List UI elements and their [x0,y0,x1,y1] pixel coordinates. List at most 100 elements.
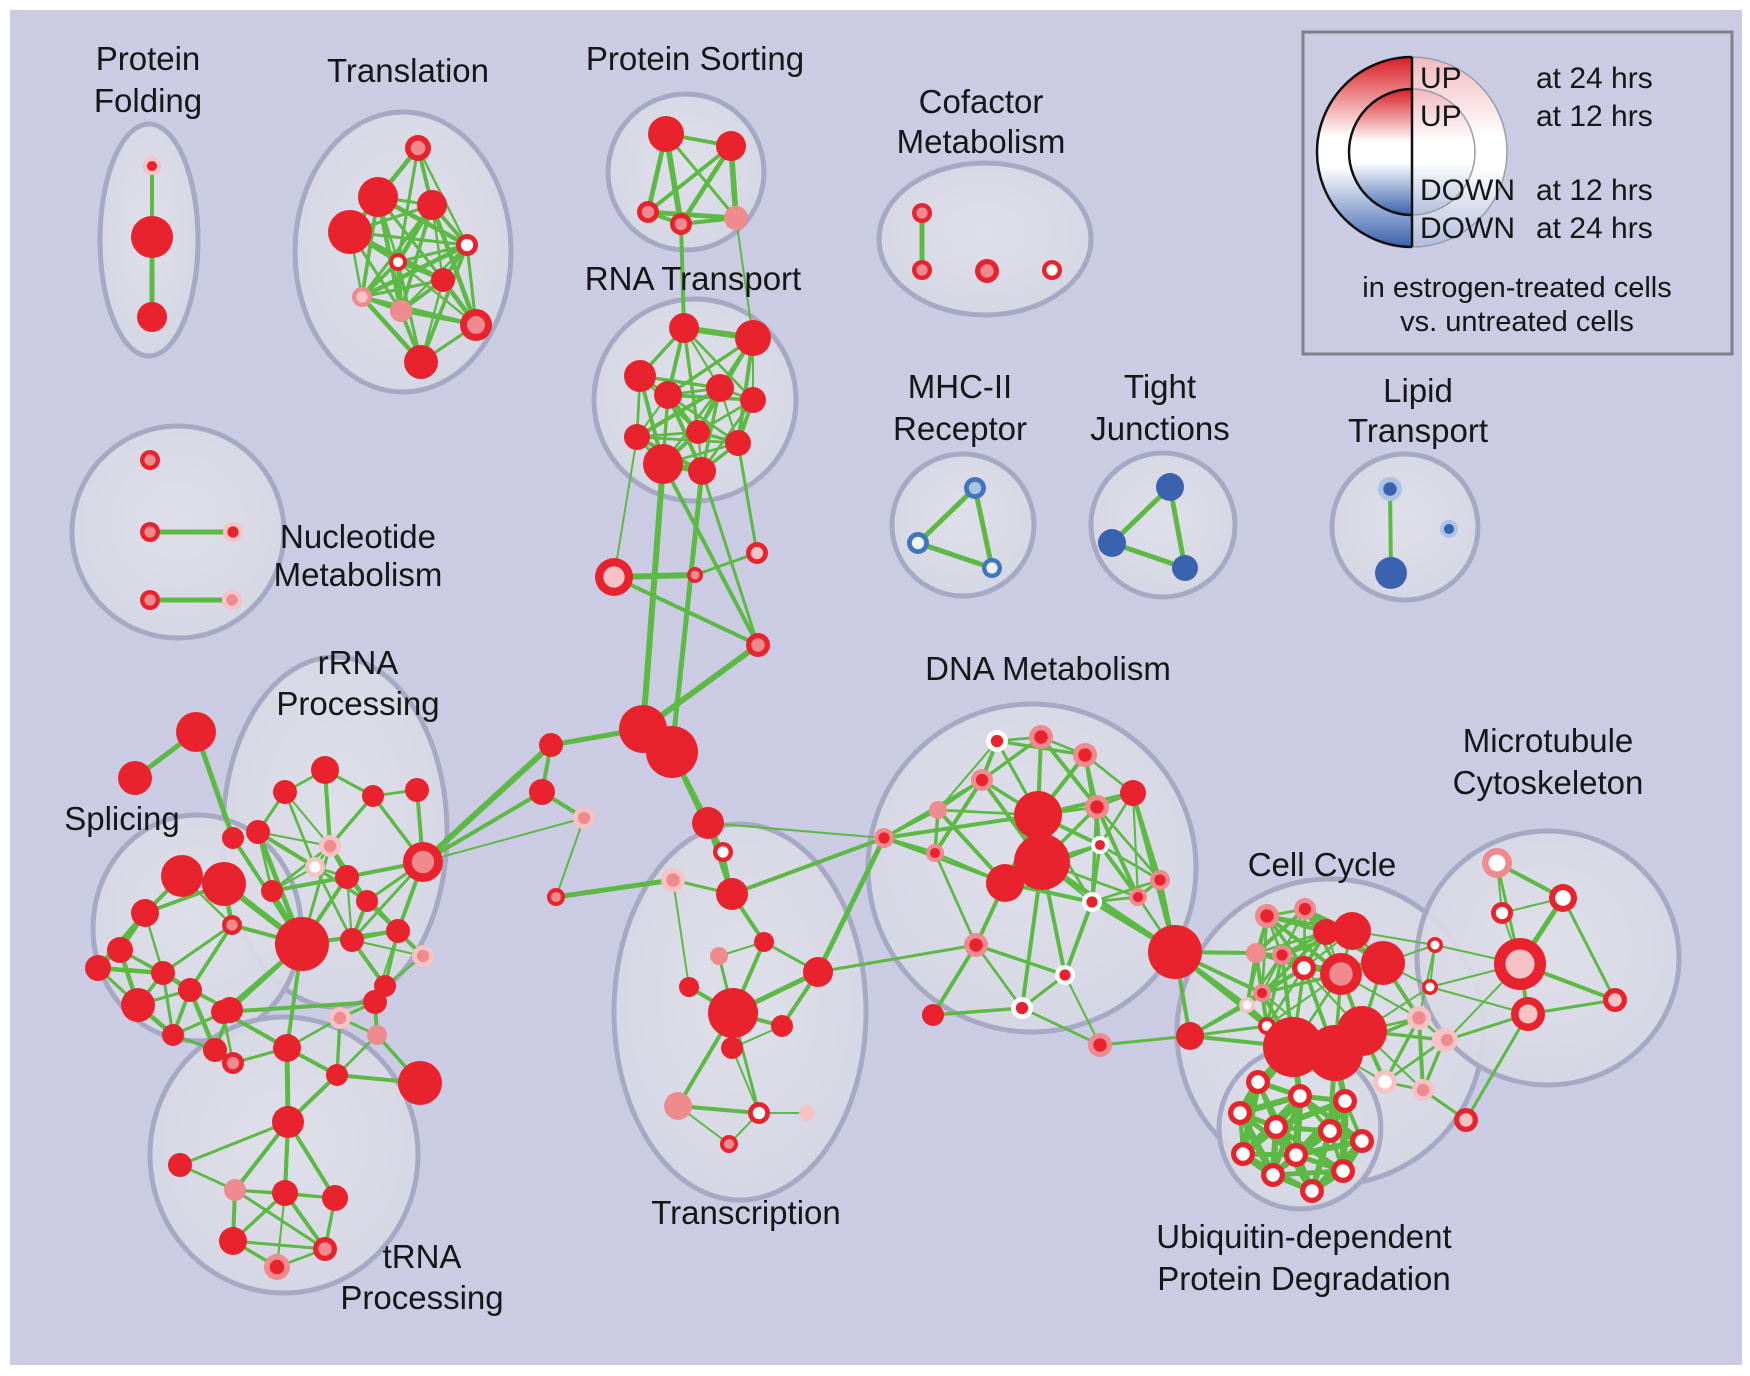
node-translation-7 [352,287,372,307]
legend-ring-right [1411,88,1476,216]
node-rna-2 [624,360,656,392]
edge [707,822,885,839]
cluster-trna-label: tRNA [383,1238,462,1275]
node-trna-15 [363,990,387,1014]
edge [419,243,469,364]
node-trna-14 [398,1061,442,1105]
node-cofactor-1 [912,260,932,280]
node-rrna-2 [362,785,384,807]
node-nucleotide-3 [140,590,160,610]
node-rrna-10 [412,945,434,967]
node-dna-6 [926,844,944,862]
node-rrna-9 [386,919,410,943]
node-cellcycle-9 [1253,984,1271,1002]
edge [1464,1012,1530,1122]
cluster-ubiquitin-label: Protein Degradation [1157,1260,1451,1297]
node-tight-0 [1156,473,1184,501]
node-microtubule-4 [1511,997,1545,1031]
node-mhc-2 [982,558,1002,578]
node-ubiquitin-5 [1318,1119,1342,1143]
node-cofactor-3 [1042,260,1062,280]
edge [682,326,755,402]
node-translation-5 [389,253,407,271]
node-dna-20 [1148,925,1202,979]
node-transcription-4 [754,932,774,952]
node-cellcycle-19 [1176,1022,1204,1050]
edge [700,386,722,473]
node-lipid-2 [1440,520,1458,538]
node-dna-9 [1014,791,1062,839]
node-cofactor-2 [975,259,999,283]
legend-time-3: at 24 hrs [1536,212,1653,245]
edge [613,436,638,578]
node-rna-0 [669,313,699,343]
node-cellcycle-0 [1255,904,1279,928]
node-rna-1 [735,320,771,356]
node-transcription-7 [803,957,833,987]
node-backbone-3 [746,633,770,657]
cluster-cofactor-label: Cofactor [919,83,1044,120]
node-dna-19 [1129,888,1147,906]
edge [1095,805,1162,882]
edge [1383,1038,1446,1084]
edge [882,813,1040,840]
node-dna-16 [1011,997,1033,1019]
node-lipid-0 [1378,477,1402,501]
cluster-splicing-label: Splicing [64,800,180,837]
cluster-bubbles [69,91,1682,1296]
node-backbone-6 [539,733,563,757]
node-cellcycle-8 [1361,941,1405,985]
node-transcription-9 [771,1015,793,1037]
node-dna-18 [922,1004,944,1026]
legend-time-2: at 12 hrs [1536,174,1653,207]
node-translation-10 [404,345,438,379]
edge [360,203,434,299]
node-cellcycle-17 [1373,1070,1397,1094]
node-microtubule-0 [1482,848,1512,878]
edge [672,879,690,988]
edge [270,844,332,893]
legend-direction-2: DOWN [1420,174,1515,207]
node-rrna-4 [319,835,341,857]
node-ubiquitin-10 [1261,1163,1285,1187]
edge [270,875,349,893]
node-trna-0 [272,1106,304,1138]
node-ubiquitin-8 [1284,1143,1308,1167]
node-cellcycle-12 [1263,1017,1323,1077]
edge [730,836,886,896]
node-protein_sorting-3 [670,213,692,235]
node-ubiquitin-2 [1333,1089,1357,1113]
edge [931,1006,1024,1017]
node-dna-10 [1014,834,1070,890]
node-microtubule-6 [1436,1029,1458,1051]
edge [421,790,544,864]
edge [816,943,978,974]
node-rna-8 [725,430,751,456]
cluster-mhc-bubble [889,451,1037,599]
edge [178,1120,290,1167]
edge [980,735,1043,782]
node-dna-12 [1091,836,1109,854]
node-dna-3 [971,769,993,791]
edge [972,485,995,571]
edge [396,243,469,264]
legend-ring-right [1411,56,1508,248]
cluster-protein_folding-label: Folding [94,82,202,119]
node-dna-2 [1073,743,1097,767]
node-splicing-10 [203,1038,227,1062]
node-protein_sorting-4 [724,206,748,230]
node-splicing-9 [162,1024,184,1046]
node-backbone-11 [176,712,216,752]
cluster-cofactor-bubble [876,160,1094,318]
node-dna-14 [1082,892,1102,912]
edge [678,143,734,227]
edge [1095,805,1140,899]
edge [1090,878,1162,904]
node-translation-8 [390,300,412,322]
node-tight-2 [1172,555,1198,581]
node-transcription-5 [710,947,728,965]
edge [669,468,705,755]
cluster-translation-label: Translation [327,52,489,89]
node-cellcycle-1 [1294,898,1316,920]
